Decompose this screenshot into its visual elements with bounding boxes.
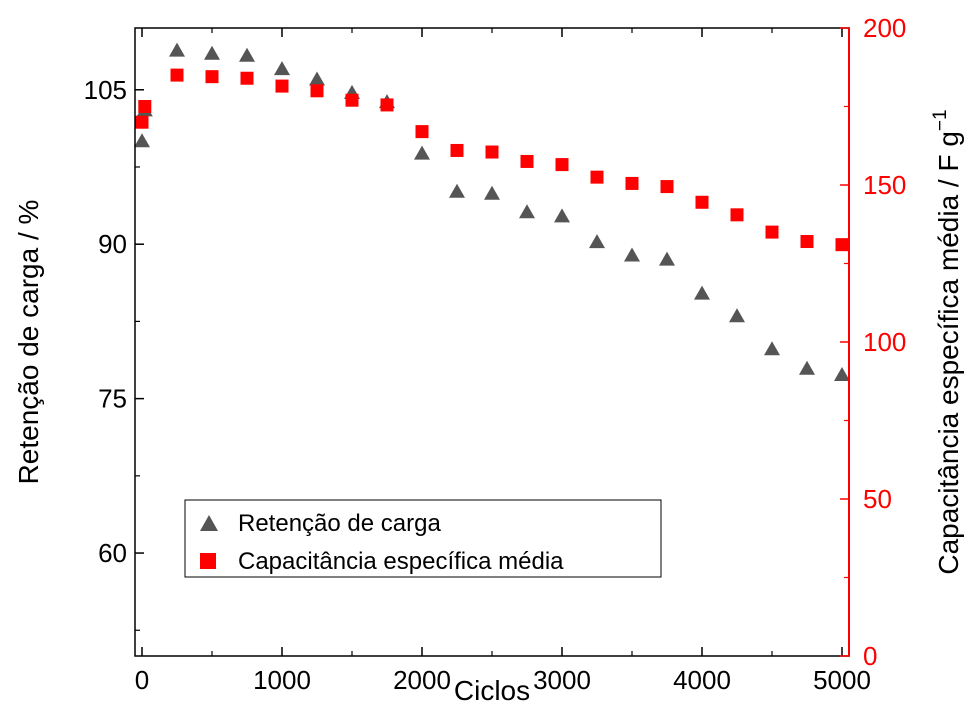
right-y-axis-title-main: Capacitância específica média / F g [933,131,964,575]
capacitancia-point [660,180,674,194]
y-right-tick-label: 50 [863,484,892,514]
legend: Retenção de carga Capacitância específic… [184,499,662,578]
y-right-tick-label: 150 [863,170,906,200]
capacitancia-point [555,158,569,172]
retencao-point [624,247,640,262]
capacitancia-point [135,115,149,129]
capacitancia-point [800,235,814,249]
legend-box [184,499,662,578]
capacitancia-point [138,100,152,113]
retencao-point [204,45,220,60]
right-y-axis-title-superscript: −1 [930,109,951,131]
capacitancia-point [170,68,184,82]
capacitancia-point [765,225,779,239]
capacitancia-point [240,71,254,85]
retencao-point [694,285,710,300]
retencao-point [834,366,850,381]
capacitancia-point [625,176,639,190]
capacitancia-point [345,93,359,107]
retencao-point [134,133,150,148]
retencao-point [309,71,325,86]
y-right-tick-label: 100 [863,327,906,357]
retencao-point [414,145,430,160]
y-left-tick-label: 90 [98,229,127,259]
retencao-point [449,183,465,198]
x-tick-label: 0 [135,665,149,695]
retencao-point [274,61,290,76]
capacitancia-point [520,154,534,168]
capacitancia-point [275,79,289,93]
capacitancia-point [730,208,744,222]
left-y-axis-title: Retenção de carga / % [13,200,44,485]
legend-label-retencao: Retenção de carga [238,510,441,537]
data-markers [134,42,850,381]
retencao-point [764,341,780,356]
retencao-point [554,208,570,223]
capacitancia-point [590,170,604,184]
right-y-axis-title: Capacitância específica média / F g−1 [930,109,964,574]
retencao-point [519,204,535,219]
retencao-point [239,47,255,62]
capacitancia-point [695,195,709,209]
x-tick-label: 2000 [393,665,451,695]
retencao-point [484,185,500,200]
retencao-point [659,251,675,266]
x-tick-label: 3000 [533,665,591,695]
x-tick-label: 1000 [253,665,311,695]
y-right-tick-label: 0 [863,641,877,671]
capacitancia-point [380,98,394,112]
retencao-point [589,234,605,249]
y-right-tick-label: 200 [863,13,906,43]
y-left-tick-label: 60 [98,538,127,568]
legend-label-capacitancia: Capacitância específica média [238,548,564,575]
x-tick-label: 5000 [813,665,871,695]
axis-ticks: 0 1000 2000 3000 4000 5000 60 75 90 105 0 50 100 150 2… [84,13,907,695]
capacitancia-point [310,84,324,98]
legend-triangle-marker [200,515,218,531]
y-left-tick-label: 75 [98,384,127,414]
retencao-point [169,42,185,57]
capacitancia-point [450,143,464,157]
capacitancia-point [485,145,499,159]
capacitancia-point [835,238,849,252]
capacitancia-point [415,125,429,139]
legend-square-marker [200,553,216,569]
x-axis-title: Ciclos [454,675,530,706]
y-left-tick-label: 105 [84,75,127,105]
retencao-point [729,308,745,323]
retencao-point [799,360,815,375]
x-tick-label: 4000 [673,665,731,695]
capacitancia-point [205,70,219,84]
